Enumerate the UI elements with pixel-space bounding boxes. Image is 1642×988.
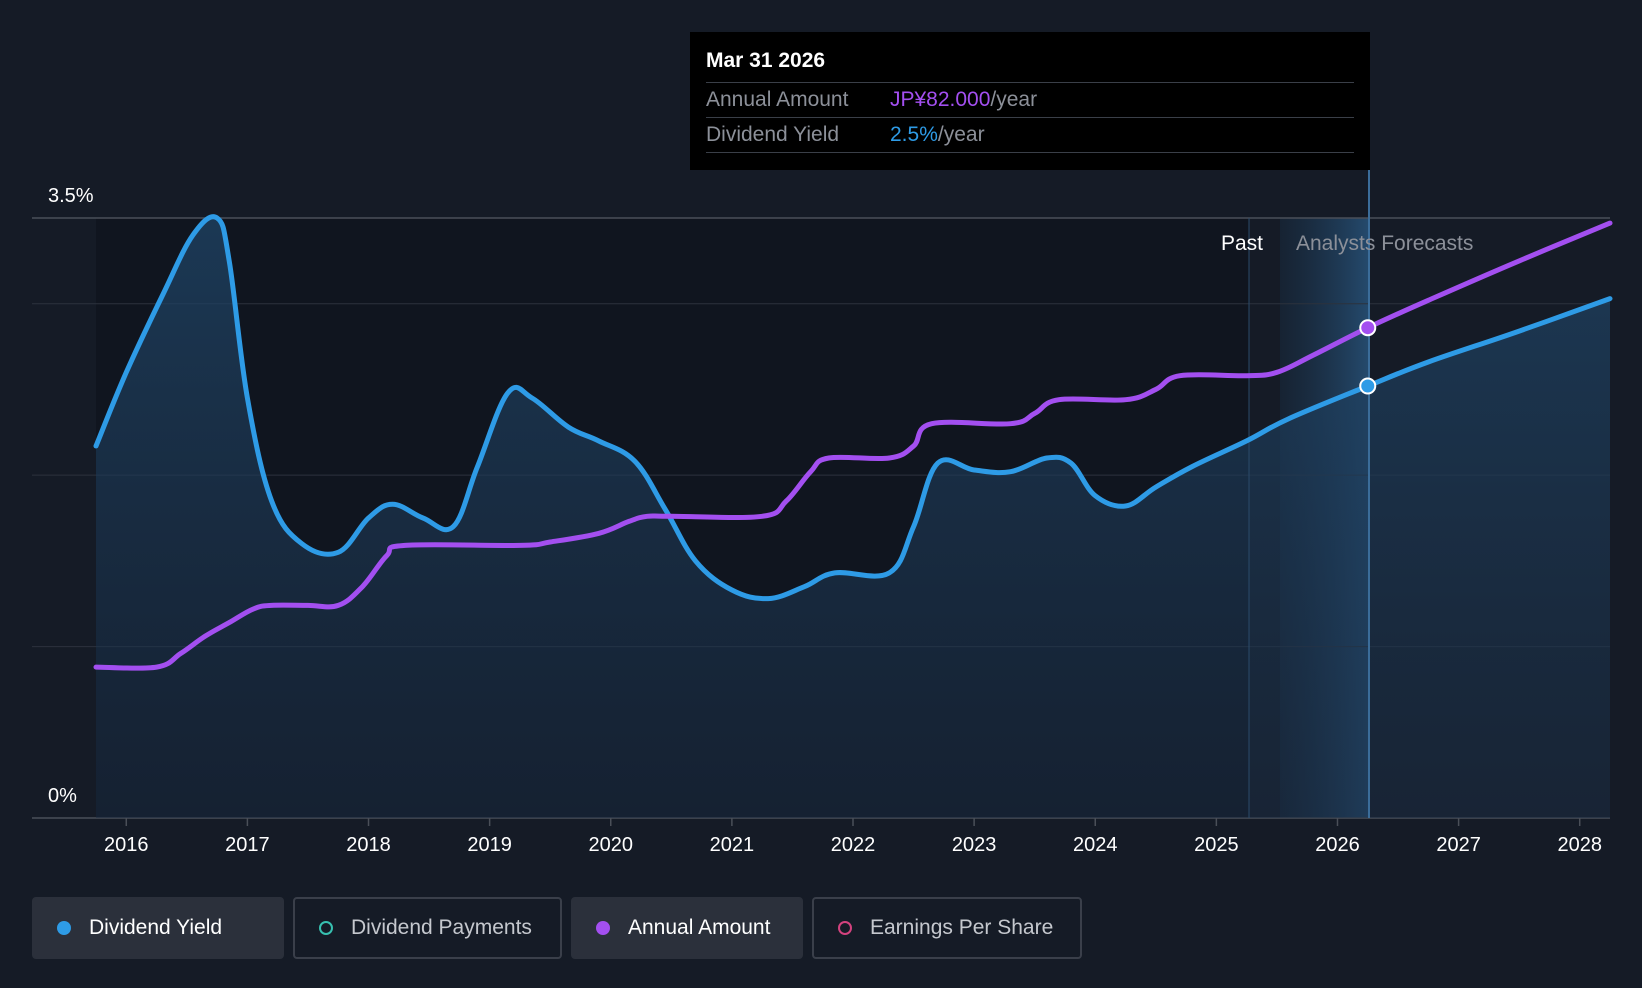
y-tick-top: 3.5% — [48, 185, 94, 207]
x-tick-label: 2026 — [1315, 834, 1360, 856]
tooltip-label: Dividend Yield — [706, 123, 840, 146]
legend-earnings-per-share-button[interactable]: Earnings Per Share — [812, 897, 1082, 959]
annual-amount-highlight-point — [1359, 319, 1377, 337]
x-tick-label: 2016 — [104, 834, 149, 856]
x-tick-label: 2022 — [831, 834, 876, 856]
legend-ring-icon — [838, 921, 852, 935]
x-tick-label: 2019 — [467, 834, 512, 856]
chart-tooltip: Mar 31 2026 Annual Amount JP¥82.000 /yea… — [690, 32, 1370, 170]
x-tick-label: 2018 — [346, 834, 391, 856]
tooltip-date: Mar 31 2026 — [706, 46, 1354, 83]
y-tick-bottom: 0% — [48, 785, 77, 807]
x-tick-label: 2028 — [1557, 834, 1602, 856]
dividend-yield-area — [96, 216, 1610, 818]
legend-label: Annual Amount — [628, 916, 771, 939]
x-tick-label: 2021 — [710, 834, 755, 856]
legend-dividend-yield-button[interactable]: Dividend Yield — [32, 897, 284, 959]
tooltip-row-annual-amount: Annual Amount JP¥82.000 /year — [706, 83, 1354, 118]
dividend-yield-line — [93, 214, 1613, 602]
x-tick-label: 2025 — [1194, 834, 1239, 856]
tooltip-row-dividend-yield: Dividend Yield 2.5% /year — [706, 118, 1354, 153]
x-tick-label: 2023 — [952, 834, 997, 856]
legend-ring-icon — [319, 921, 333, 935]
annual-amount-line — [93, 220, 1613, 671]
tooltip-value: 2.5% — [890, 123, 938, 146]
chart-legend: Dividend Yield Dividend Payments Annual … — [32, 897, 1082, 959]
forecast-label: Analysts Forecasts — [1296, 232, 1473, 255]
tooltip-value: JP¥82.000 — [890, 88, 991, 111]
tooltip-label: Annual Amount — [706, 88, 849, 111]
legend-dividend-payments-button[interactable]: Dividend Payments — [293, 897, 562, 959]
x-tick-label: 2027 — [1436, 834, 1481, 856]
tooltip-suffix: /year — [937, 123, 985, 146]
tooltip-suffix: /year — [990, 88, 1038, 111]
legend-dot-icon — [57, 921, 71, 935]
legend-label: Earnings Per Share — [870, 916, 1054, 939]
legend-annual-amount-button[interactable]: Annual Amount — [571, 897, 803, 959]
x-tick-label: 2017 — [225, 834, 270, 856]
dividend-yield-highlight-point — [1359, 377, 1377, 395]
x-tick-label: 2024 — [1073, 834, 1118, 856]
legend-label: Dividend Yield — [89, 916, 223, 939]
legend-dot-icon — [596, 921, 610, 935]
legend-label: Dividend Payments — [351, 916, 532, 939]
x-tick-label: 2020 — [589, 834, 634, 856]
past-label: Past — [1221, 232, 1263, 255]
